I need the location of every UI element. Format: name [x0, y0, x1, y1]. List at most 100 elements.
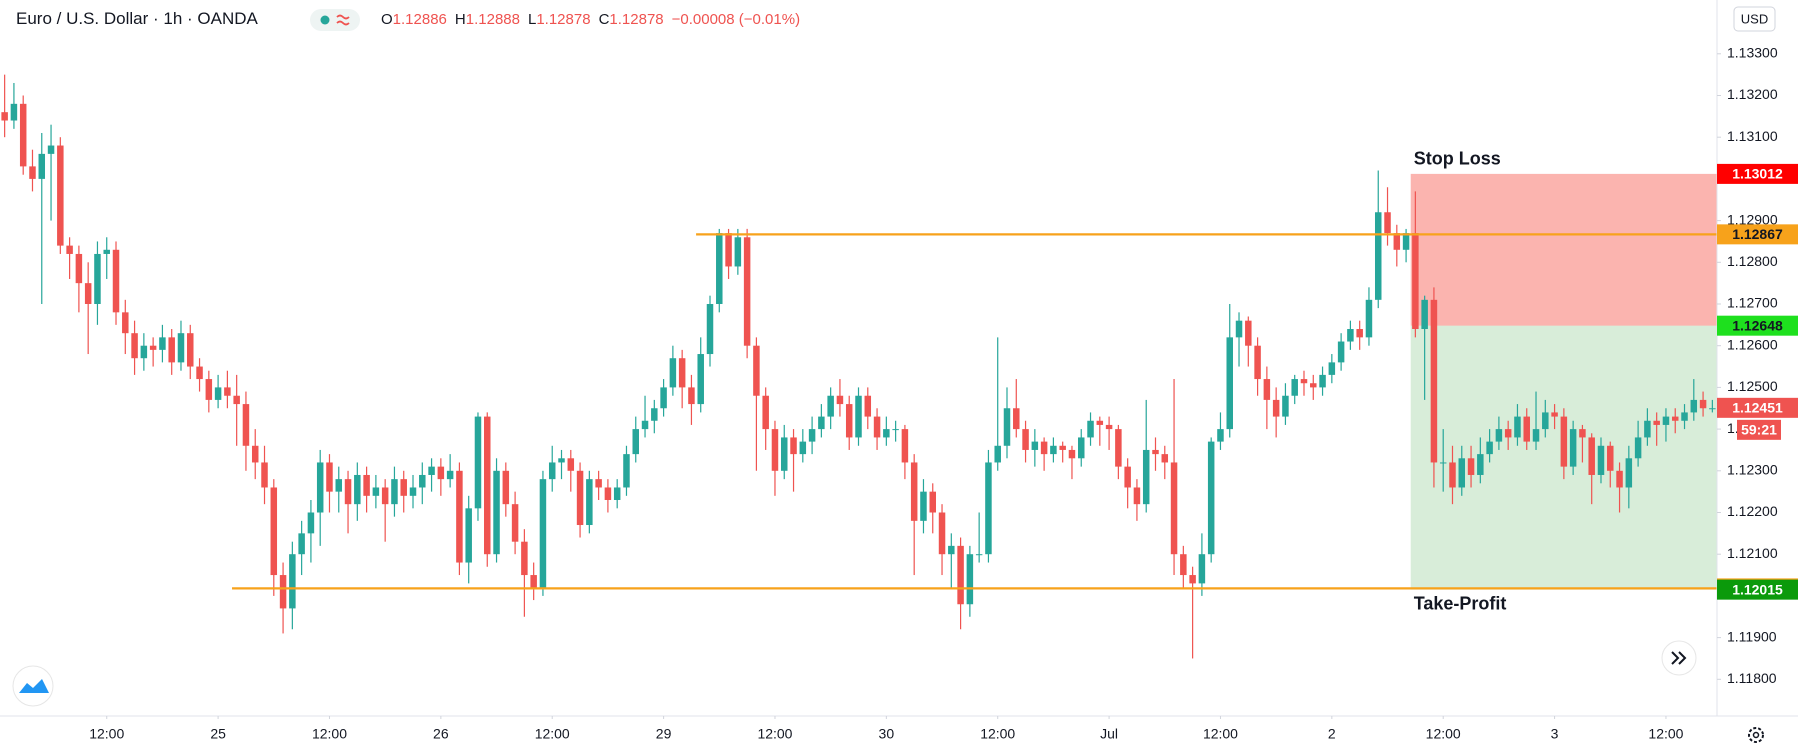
candle-body — [307, 512, 315, 534]
gear-inner — [1752, 731, 1760, 739]
take-profit-label: Take-Profit — [1414, 593, 1507, 613]
candle-body — [1170, 462, 1178, 555]
y-tick-label: 1.12700 — [1727, 295, 1778, 311]
candle-body — [604, 487, 612, 500]
stop-loss-zone — [1410, 173, 1717, 326]
candle-body — [1217, 429, 1224, 442]
candle-body — [1402, 233, 1410, 250]
candle-body — [1300, 379, 1308, 384]
candle-body — [112, 249, 120, 313]
x-tick-label: 12:00 — [980, 726, 1015, 742]
candle-body — [1532, 429, 1540, 442]
candle-body — [149, 345, 157, 350]
candle-body — [84, 283, 92, 304]
candle-body — [548, 462, 556, 480]
candle-body — [335, 479, 343, 492]
candle-body — [437, 466, 445, 480]
candle-body — [1310, 383, 1317, 388]
logo-icon — [19, 679, 49, 693]
candle-body — [1263, 379, 1271, 400]
candle-body — [688, 387, 695, 405]
candle-body — [1365, 299, 1373, 338]
logo-bg — [12, 665, 54, 707]
legend-key: H — [455, 11, 466, 28]
candle-body — [1356, 329, 1363, 338]
logo[interactable] — [12, 665, 54, 707]
candle-body — [975, 554, 983, 556]
candle-body — [140, 345, 148, 359]
candle-body — [1504, 429, 1512, 438]
candle-body — [1142, 449, 1150, 505]
candle-body — [1430, 299, 1438, 463]
price-tag-label: 1.13012 — [1732, 166, 1783, 182]
candle-body — [725, 233, 732, 267]
y-tick-label: 1.13100 — [1727, 128, 1778, 144]
x-tick-label: 12:00 — [1203, 726, 1238, 742]
currency-button[interactable]: USD — [1733, 6, 1776, 32]
candle-body — [29, 166, 36, 179]
candle-body — [187, 333, 194, 367]
candle-body — [391, 479, 398, 505]
candle-body — [419, 474, 426, 488]
candle-body — [576, 470, 584, 526]
status-badge[interactable] — [310, 9, 360, 31]
settings-button[interactable] — [1748, 727, 1764, 743]
candle-body — [1328, 362, 1336, 375]
candle-body — [1607, 445, 1614, 471]
legend-key: O — [381, 11, 393, 28]
candle-body — [1662, 416, 1670, 425]
candle-body — [400, 479, 407, 496]
candle-body — [781, 437, 788, 471]
candle-body — [196, 366, 203, 380]
legend-value: 1.12886 — [393, 11, 447, 28]
candle-body — [1031, 441, 1039, 450]
candle-body — [168, 337, 175, 363]
candle-body — [1439, 462, 1447, 464]
candle-body — [651, 408, 658, 421]
candle-body — [214, 387, 222, 400]
x-tick-label: 12:00 — [312, 726, 347, 742]
candle-body — [883, 429, 890, 438]
y-tick-label: 1.12200 — [1727, 503, 1778, 519]
candle-body — [1207, 441, 1215, 555]
gear-outer — [1748, 727, 1764, 743]
candle-body — [1458, 458, 1466, 488]
candle-body — [855, 395, 862, 438]
candle-body — [910, 462, 918, 521]
candle-body — [47, 145, 55, 154]
candle-body — [1059, 445, 1066, 450]
candle-body — [326, 462, 333, 492]
x-tick-label: 12:00 — [89, 726, 124, 742]
y-tick-label: 1.12300 — [1727, 462, 1778, 478]
candle-body — [957, 545, 964, 605]
scroll-icon — [1671, 651, 1687, 665]
candle-body — [1625, 458, 1633, 488]
price-tag-label: 1.12867 — [1732, 226, 1783, 242]
candle-body — [1514, 416, 1521, 438]
price-tag — [1717, 163, 1798, 184]
candle-body — [354, 474, 361, 505]
candle-body — [1477, 454, 1484, 475]
candle-body — [818, 416, 825, 430]
candle-body — [985, 462, 992, 555]
candle-body — [1551, 412, 1558, 417]
y-tick-label: 1.12900 — [1727, 211, 1778, 227]
candle-body — [669, 358, 677, 388]
candle-body — [948, 545, 955, 555]
y-tick-label: 1.12600 — [1727, 336, 1778, 352]
legend-value: 1.12878 — [609, 11, 663, 28]
candle-body — [966, 554, 974, 605]
candle-body — [1337, 341, 1345, 363]
candle-body — [57, 145, 64, 246]
candle-body — [1068, 449, 1076, 459]
candle-body — [1152, 449, 1159, 455]
candle-body — [474, 416, 482, 509]
candle-body — [1690, 399, 1698, 413]
candle-body — [1254, 345, 1261, 380]
candle-body — [1393, 233, 1401, 250]
scroll-to-realtime[interactable] — [1661, 640, 1697, 676]
candle-body — [465, 508, 472, 563]
x-tick-label: Jul — [1100, 726, 1118, 742]
candle-body — [1671, 416, 1679, 421]
price-tag — [1717, 579, 1798, 600]
